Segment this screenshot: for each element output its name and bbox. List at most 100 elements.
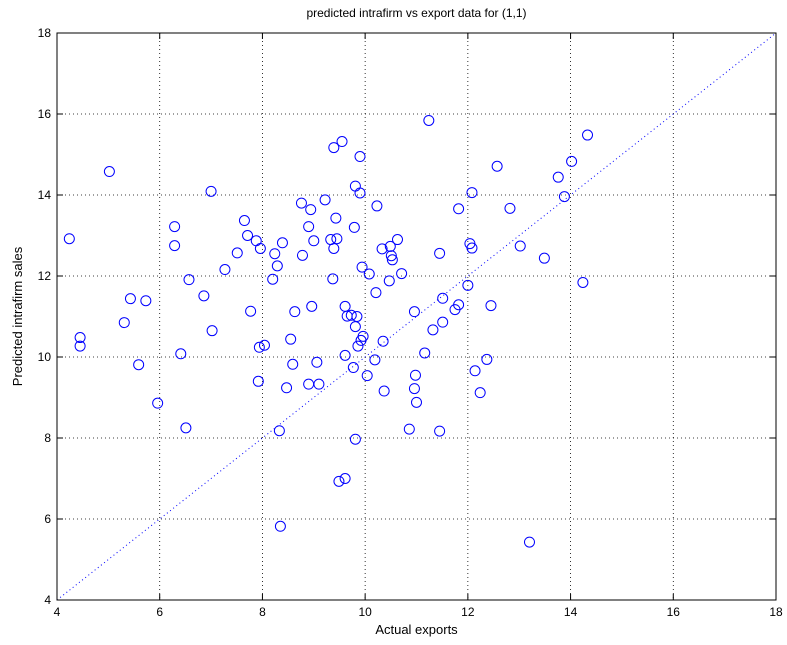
x-tick-label-0: 4 [54,605,61,619]
data-point-37 [295,197,307,209]
data-point-93 [427,324,439,336]
data-point-103 [466,242,478,254]
data-point-31 [274,520,286,532]
y-tick-label-5: 14 [38,188,52,202]
data-point-110 [504,202,516,214]
data-points [63,114,594,548]
x-tick-label-5: 14 [564,605,578,619]
data-point-73 [363,268,375,280]
y-tick-label-1: 6 [44,512,51,526]
x-tick-label-4: 12 [461,605,475,619]
data-point-0 [63,233,75,245]
data-point-11 [175,348,187,360]
data-point-104 [466,187,478,199]
data-point-76 [371,200,383,212]
data-point-27 [267,273,279,285]
data-point-107 [481,353,493,365]
data-point-26 [258,339,270,351]
x-tick-labels: 4 6 8 10 12 14 16 18 [54,605,783,619]
data-point-5 [124,293,136,305]
data-point-101 [462,279,474,291]
data-point-79 [378,385,390,397]
data-point-65 [351,311,363,322]
data-point-75 [370,287,382,299]
data-point-94 [434,247,446,259]
reference-line [56,32,777,601]
data-point-59 [345,309,357,321]
data-point-51 [330,212,342,224]
data-point-30 [273,425,285,437]
grid-lines [57,33,776,600]
data-point-39 [303,378,315,390]
data-point-42 [306,300,318,312]
data-point-41 [305,204,317,216]
reference-line-layer [56,32,777,601]
data-point-55 [339,473,351,484]
data-point-108 [485,300,497,312]
data-point-90 [411,396,422,408]
data-point-20 [242,230,254,241]
data-point-23 [252,375,264,387]
data-point-17 [219,264,231,276]
data-point-38 [296,249,308,261]
data-point-78 [377,335,389,347]
data-point-81 [384,240,396,252]
data-point-53 [333,475,345,487]
data-point-86 [403,423,415,435]
data-point-63 [349,321,361,333]
data-point-15 [205,185,217,197]
data-point-70 [356,261,368,273]
data-point-67 [354,151,366,163]
data-point-44 [311,356,323,368]
y-tick-label-6: 16 [38,107,52,121]
data-point-56 [339,349,351,361]
data-point-91 [419,347,431,359]
y-tick-labels: 4 6 8 10 12 14 16 18 [38,26,52,607]
data-point-10 [169,240,181,252]
y-tick-label-2: 8 [44,431,51,445]
data-point-100 [453,299,465,311]
data-point-64 [349,180,361,192]
x-tick-label-1: 6 [156,605,163,619]
data-point-97 [437,316,449,328]
data-point-46 [319,194,331,206]
data-point-45 [313,378,325,390]
data-point-18 [231,247,243,259]
data-point-24 [253,341,265,353]
data-point-117 [577,276,589,288]
data-point-60 [347,362,359,374]
data-point-77 [376,243,388,255]
data-point-19 [238,215,250,227]
y-tick-label-7: 18 [38,26,52,40]
data-point-105 [469,365,481,377]
data-point-115 [558,191,570,203]
data-point-3 [103,166,115,178]
data-point-109 [491,160,503,172]
data-point-111 [514,240,526,252]
y-tick-label-4: 12 [38,269,52,283]
data-point-66 [352,340,364,352]
data-point-4 [118,317,130,329]
data-point-8 [152,397,164,409]
data-point-112 [523,536,535,548]
data-point-106 [474,387,486,399]
data-point-25 [254,242,266,254]
data-point-96 [437,292,449,304]
x-tick-label-7: 18 [769,605,783,619]
data-point-61 [348,221,360,233]
data-point-52 [331,233,343,245]
data-point-89 [409,369,421,381]
data-point-35 [287,358,299,370]
data-point-43 [308,235,320,247]
data-point-22 [250,235,262,247]
data-point-16 [206,325,218,337]
y-axis-label: Predicted intrafirm sales [10,246,25,386]
data-point-49 [328,142,340,154]
data-point-62 [349,433,361,445]
data-point-80 [383,275,395,287]
data-point-57 [339,300,351,312]
data-point-85 [396,268,408,280]
data-point-9 [169,221,181,233]
axis-ticks [56,32,777,601]
